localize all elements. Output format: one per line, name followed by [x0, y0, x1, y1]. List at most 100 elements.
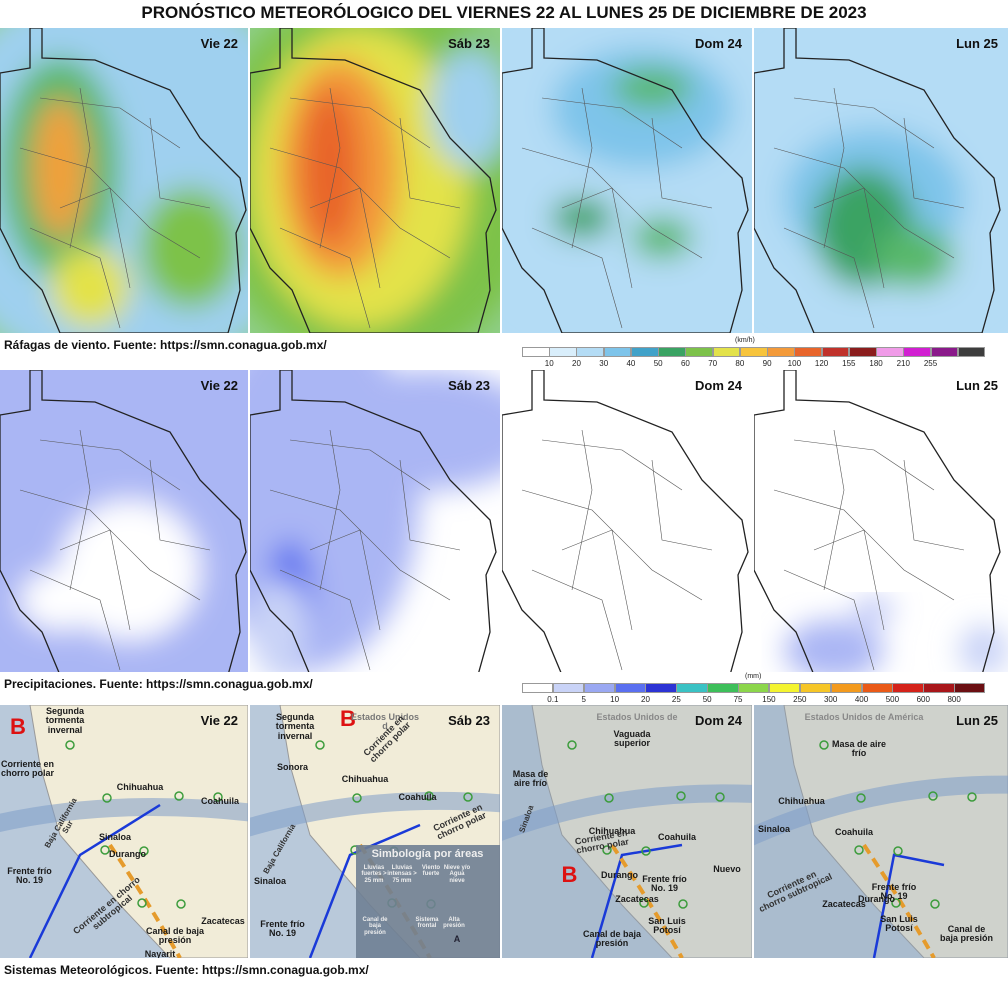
map-annotation: Estados Unidos d	[350, 712, 419, 732]
map	[0, 705, 248, 958]
field-area	[32, 98, 88, 238]
scale-label: 20	[641, 695, 650, 704]
color-swatch	[903, 347, 932, 357]
map-annotation: Coahuila	[200, 796, 239, 806]
map-annotation: Masa de aire frío	[512, 769, 549, 789]
scale-label: 180	[869, 359, 883, 368]
color-swatch	[738, 683, 770, 693]
map-annotation: B	[340, 706, 356, 731]
map	[754, 705, 1008, 958]
map-annotation: Frente frío No. 19	[7, 866, 52, 886]
color-swatch	[549, 347, 577, 357]
map	[250, 370, 500, 672]
trough	[108, 843, 182, 958]
day-label: Sáb 23	[448, 378, 490, 393]
map-annotation: Sistema frontal	[415, 917, 439, 930]
day-label: Sáb 23	[448, 36, 490, 51]
field-area	[612, 68, 692, 108]
cold-front	[28, 803, 161, 958]
color-swatch	[522, 683, 554, 693]
map-annotation: Viento fuerte	[421, 865, 441, 878]
color-swatch	[685, 347, 714, 357]
scale-label: 40	[626, 359, 636, 368]
state-border	[754, 370, 1001, 672]
color-swatch	[957, 347, 986, 357]
rain-symbol	[315, 740, 325, 750]
color-swatch	[799, 683, 832, 693]
scale-unit: (mm)	[745, 673, 762, 680]
map-annotation: Vaguada superior	[613, 729, 651, 749]
page-title: PRONÓSTICO METEORÓLOGICO DEL VIERNES 22 …	[141, 3, 867, 22]
jet-stream	[502, 784, 752, 841]
scale-label: 60	[680, 359, 690, 368]
color-swatch	[930, 347, 959, 357]
map-panel: Dom 24	[502, 370, 752, 672]
map-annotation: Zacatecas	[201, 916, 245, 926]
jet-stream	[754, 775, 1008, 846]
day-label: Dom 24	[695, 713, 742, 728]
map-annotation: Zacatecas	[822, 899, 866, 909]
map-annotation: Segunda tormenta invernal	[275, 712, 315, 741]
map-annotation: Coahuila	[398, 792, 437, 802]
field-area	[250, 580, 310, 672]
rain-symbol	[891, 898, 901, 908]
map-annotation: Canal de baja presión	[939, 924, 993, 944]
map	[502, 370, 752, 672]
map	[502, 705, 752, 958]
scale-label: 400	[854, 695, 869, 704]
map-annotation: San Luis Potosí	[880, 914, 918, 934]
map-annotation: Frente frío No. 19	[642, 874, 687, 894]
color-swatch	[892, 683, 924, 693]
map-annotation: Coahuila	[834, 827, 873, 837]
field-area	[552, 198, 612, 238]
map-panel: Sáb 23	[250, 370, 500, 672]
map-annotation: Lluvias intensas > 75 mm	[387, 865, 417, 884]
scale-label: 75	[733, 695, 743, 704]
scale-label: 50	[653, 359, 663, 368]
rain-symbol	[854, 845, 864, 855]
jet-stream	[0, 798, 248, 833]
day-label: Dom 24	[695, 378, 742, 393]
field-area	[430, 48, 500, 168]
map-annotation: Segunda tormenta invernal	[45, 706, 85, 735]
rain-symbol	[639, 898, 649, 908]
day-label: Sáb 23	[448, 713, 490, 728]
scale-label: 300	[823, 695, 838, 704]
jet-stream	[250, 791, 500, 837]
municipal-border	[773, 429, 965, 671]
scale-label: 25	[671, 695, 681, 704]
source-caption: Precipitaciones. Fuente: https://smn.con…	[4, 677, 313, 691]
day-label: Lun 25	[956, 378, 998, 393]
color-swatch	[522, 347, 550, 357]
color-swatch	[603, 347, 632, 357]
field-area	[140, 188, 240, 308]
scale-label: 800	[947, 695, 961, 704]
trough	[862, 843, 936, 958]
color-swatch	[923, 683, 955, 693]
trough	[610, 843, 684, 958]
rain-symbol	[213, 792, 223, 802]
map-annotation: Masa de aire frío	[831, 739, 887, 759]
rain-symbol	[678, 899, 688, 909]
color-swatch	[876, 347, 904, 357]
scale-label: 10	[610, 695, 620, 704]
state-border	[0, 28, 247, 333]
rain-symbol	[176, 899, 186, 909]
rain-symbol	[100, 845, 110, 855]
land	[531, 705, 752, 958]
map	[0, 370, 248, 672]
color-swatch	[821, 347, 850, 357]
scale-label: 120	[814, 359, 829, 368]
scale-label: 155	[842, 359, 856, 368]
color-swatch	[739, 347, 768, 357]
map-annotation: Canal de baja presión	[362, 917, 388, 936]
map-panel: B Segunda tormenta invernal Corriente en c…	[0, 705, 248, 958]
rain-symbol	[928, 791, 938, 801]
scale-label: 5	[581, 695, 586, 704]
day-label: Lun 25	[956, 713, 998, 728]
municipal-border	[19, 429, 211, 671]
scale-label: 255	[923, 359, 938, 368]
color-swatch	[768, 683, 801, 693]
map-annotation: Chihuahua	[588, 826, 636, 836]
rain-symbol	[856, 793, 866, 803]
